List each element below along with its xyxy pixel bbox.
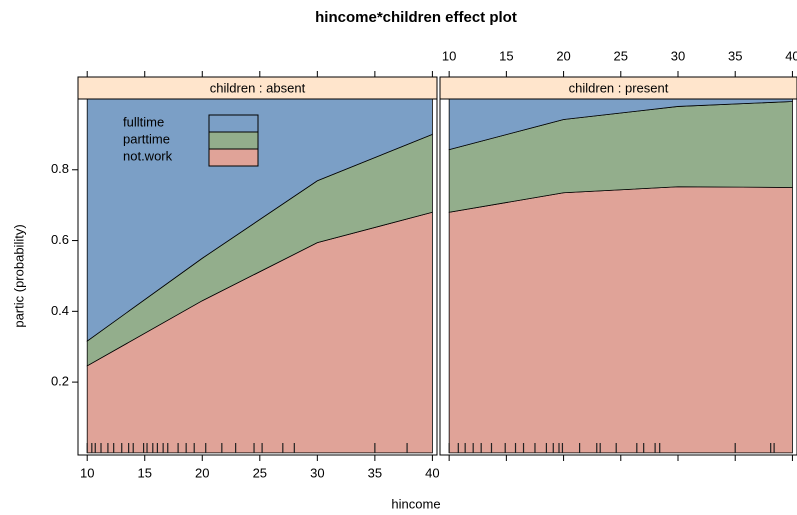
x-tick-label: 10 bbox=[80, 465, 94, 480]
y-axis-label: partic (probability) bbox=[11, 224, 26, 327]
strip-label: children : present bbox=[569, 80, 669, 95]
x-tick-label: 35 bbox=[728, 48, 742, 63]
x-tick-label: 25 bbox=[614, 48, 628, 63]
legend-label: fulltime bbox=[123, 114, 164, 129]
legend-label: parttime bbox=[123, 131, 170, 146]
legend-swatch bbox=[208, 131, 259, 150]
x-tick-label: 25 bbox=[253, 465, 267, 480]
chart-title: hincome*children effect plot bbox=[315, 9, 517, 26]
strip bbox=[77, 76, 438, 100]
x-tick-label: 20 bbox=[195, 465, 209, 480]
x-axis-label: hincome bbox=[391, 496, 440, 511]
y-tick-label: 0.6 bbox=[51, 232, 69, 247]
legend-swatch bbox=[208, 148, 259, 167]
x-tick-label: 15 bbox=[138, 465, 152, 480]
y-tick-label: 0.8 bbox=[51, 161, 69, 176]
strip-label: children : absent bbox=[210, 80, 306, 95]
area bbox=[448, 186, 793, 454]
x-tick-label: 40 bbox=[425, 465, 439, 480]
x-tick-label: 15 bbox=[499, 48, 513, 63]
x-tick-label: 10 bbox=[442, 48, 456, 63]
strip bbox=[439, 76, 797, 100]
x-tick-label: 40 bbox=[785, 48, 797, 63]
x-tick-label: 20 bbox=[556, 48, 570, 63]
x-tick-label: 35 bbox=[368, 465, 382, 480]
y-tick-label: 0.2 bbox=[51, 374, 69, 389]
legend-swatch bbox=[208, 114, 259, 133]
legend-label: not.work bbox=[123, 148, 173, 163]
x-tick-label: 30 bbox=[671, 48, 685, 63]
y-tick-label: 0.4 bbox=[51, 303, 69, 318]
x-tick-label: 30 bbox=[310, 465, 324, 480]
